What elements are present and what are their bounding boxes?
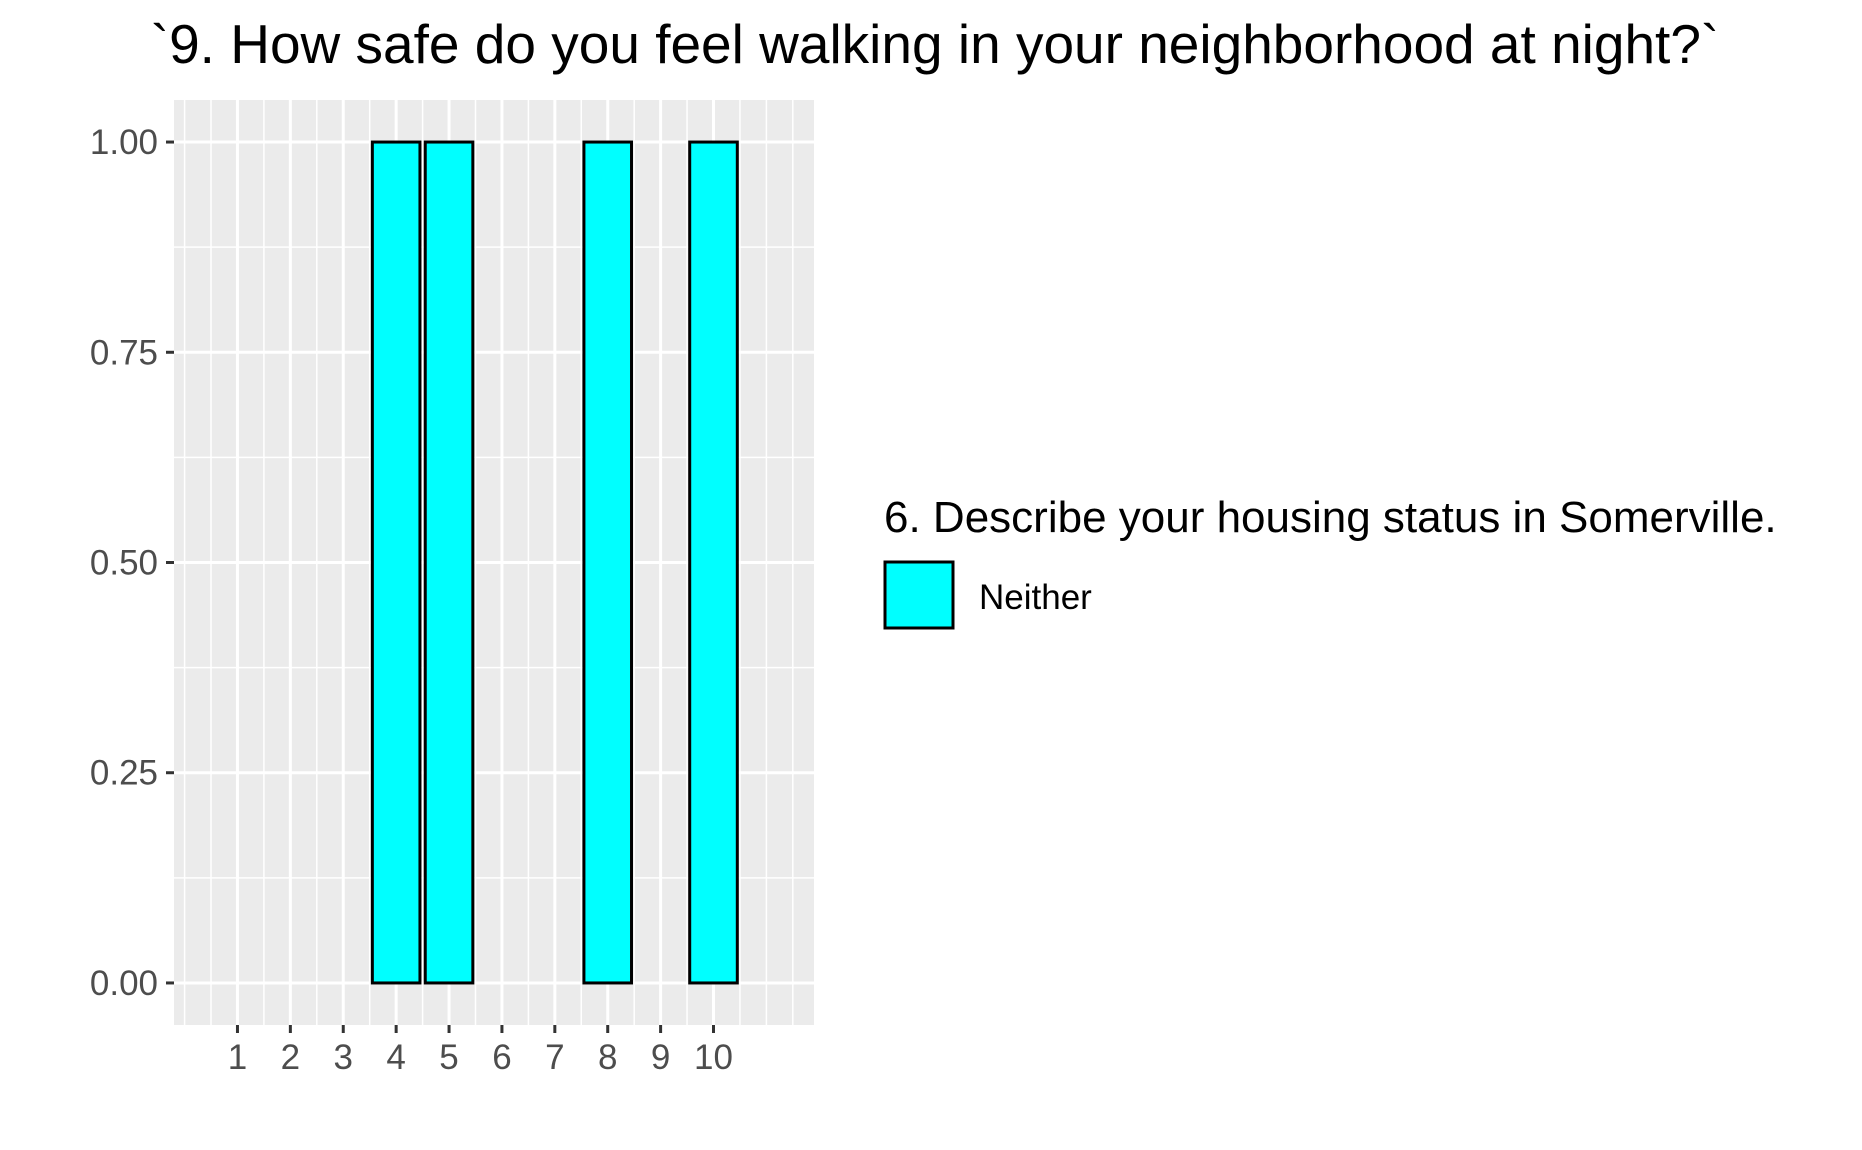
y-tick-label: 1.00 [90, 123, 158, 162]
bars [370, 140, 739, 985]
bar-4 [370, 140, 422, 985]
y-tick-label: 0.25 [90, 754, 158, 793]
y-tick-label: 0.50 [90, 544, 158, 583]
legend-swatch-neither [883, 560, 955, 630]
x-tick-label: 9 [651, 1038, 670, 1077]
chart-title: `9. How safe do you feel walking in your… [151, 13, 1719, 75]
y-tick-label: 0.75 [90, 333, 158, 372]
x-tick-label: 1 [228, 1038, 247, 1077]
y-axis: 0.00 0.25 0.50 0.75 1.00 [90, 123, 174, 1003]
x-tick-label: 7 [545, 1038, 564, 1077]
x-tick-label: 8 [598, 1038, 617, 1077]
x-tick-label: 2 [281, 1038, 300, 1077]
bar-8 [582, 140, 634, 985]
legend-label-neither: Neither [979, 578, 1092, 617]
x-tick-label: 3 [334, 1038, 353, 1077]
bar-5 [423, 140, 475, 985]
y-tick-label: 0.00 [90, 964, 158, 1003]
legend: 6. Describe your housing status in Somer… [883, 493, 1777, 630]
x-tick-label: 6 [492, 1038, 511, 1077]
x-tick-label: 4 [386, 1038, 405, 1077]
x-axis: 1 2 3 4 5 6 7 8 9 10 [228, 1025, 733, 1077]
x-tick-label: 10 [694, 1038, 733, 1077]
bar-10 [688, 140, 739, 985]
legend-title: 6. Describe your housing status in Somer… [884, 493, 1777, 542]
x-tick-label: 5 [439, 1038, 458, 1077]
